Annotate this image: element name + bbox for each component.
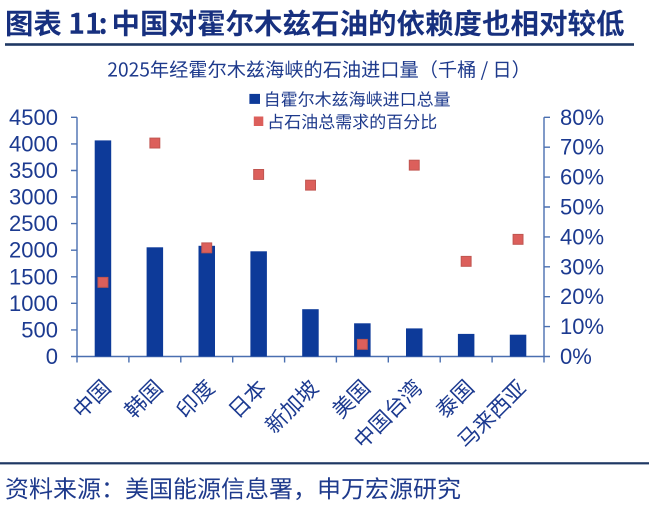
svg-text:1000: 1000 [9, 291, 58, 316]
svg-text:80%: 80% [560, 105, 604, 130]
svg-text:2500: 2500 [9, 211, 58, 236]
svg-text:3500: 3500 [9, 158, 58, 183]
svg-text:0: 0 [46, 344, 58, 369]
svg-text:30%: 30% [560, 254, 604, 279]
svg-text:40%: 40% [560, 224, 604, 249]
svg-text:60%: 60% [560, 165, 604, 190]
svg-text:0%: 0% [560, 344, 592, 369]
svg-text:50%: 50% [560, 195, 604, 220]
svg-text:2000: 2000 [9, 238, 58, 263]
svg-text:4500: 4500 [9, 105, 58, 130]
svg-text:500: 500 [21, 317, 58, 342]
svg-text:3000: 3000 [9, 185, 58, 210]
svg-text:4000: 4000 [9, 131, 58, 156]
svg-text:10%: 10% [560, 314, 604, 339]
svg-text:70%: 70% [560, 135, 604, 160]
svg-text:1500: 1500 [9, 264, 58, 289]
svg-text:20%: 20% [560, 284, 604, 309]
